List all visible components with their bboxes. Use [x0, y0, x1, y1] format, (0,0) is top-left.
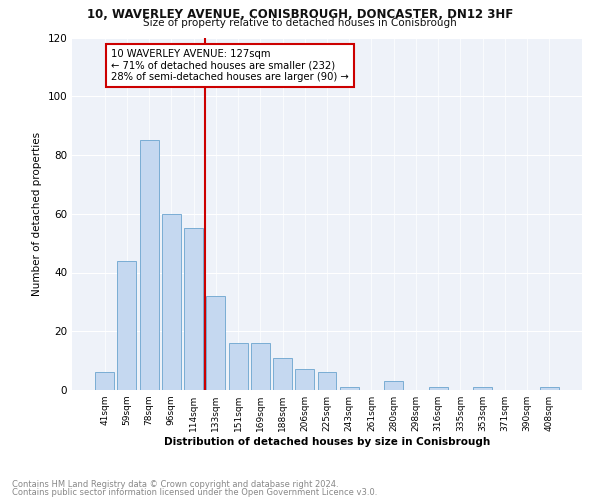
Bar: [229, 343, 248, 390]
Text: 10 WAVERLEY AVENUE: 127sqm
← 71% of detached houses are smaller (232)
28% of sem: 10 WAVERLEY AVENUE: 127sqm ← 71% of deta…: [112, 50, 349, 82]
Bar: [340, 387, 359, 390]
Y-axis label: Number of detached properties: Number of detached properties: [32, 132, 42, 296]
Bar: [95, 372, 114, 390]
Bar: [540, 387, 559, 390]
Text: Contains HM Land Registry data © Crown copyright and database right 2024.: Contains HM Land Registry data © Crown c…: [12, 480, 338, 489]
Bar: [429, 387, 448, 390]
Text: 10, WAVERLEY AVENUE, CONISBROUGH, DONCASTER, DN12 3HF: 10, WAVERLEY AVENUE, CONISBROUGH, DONCAS…: [87, 8, 513, 20]
Bar: [140, 140, 158, 390]
Bar: [473, 387, 492, 390]
Bar: [118, 261, 136, 390]
Bar: [273, 358, 292, 390]
Bar: [206, 296, 225, 390]
X-axis label: Distribution of detached houses by size in Conisbrough: Distribution of detached houses by size …: [164, 437, 490, 447]
Bar: [384, 381, 403, 390]
Bar: [184, 228, 203, 390]
Text: Contains public sector information licensed under the Open Government Licence v3: Contains public sector information licen…: [12, 488, 377, 497]
Bar: [251, 343, 270, 390]
Bar: [295, 370, 314, 390]
Bar: [162, 214, 181, 390]
Bar: [317, 372, 337, 390]
Text: Size of property relative to detached houses in Conisbrough: Size of property relative to detached ho…: [143, 18, 457, 28]
